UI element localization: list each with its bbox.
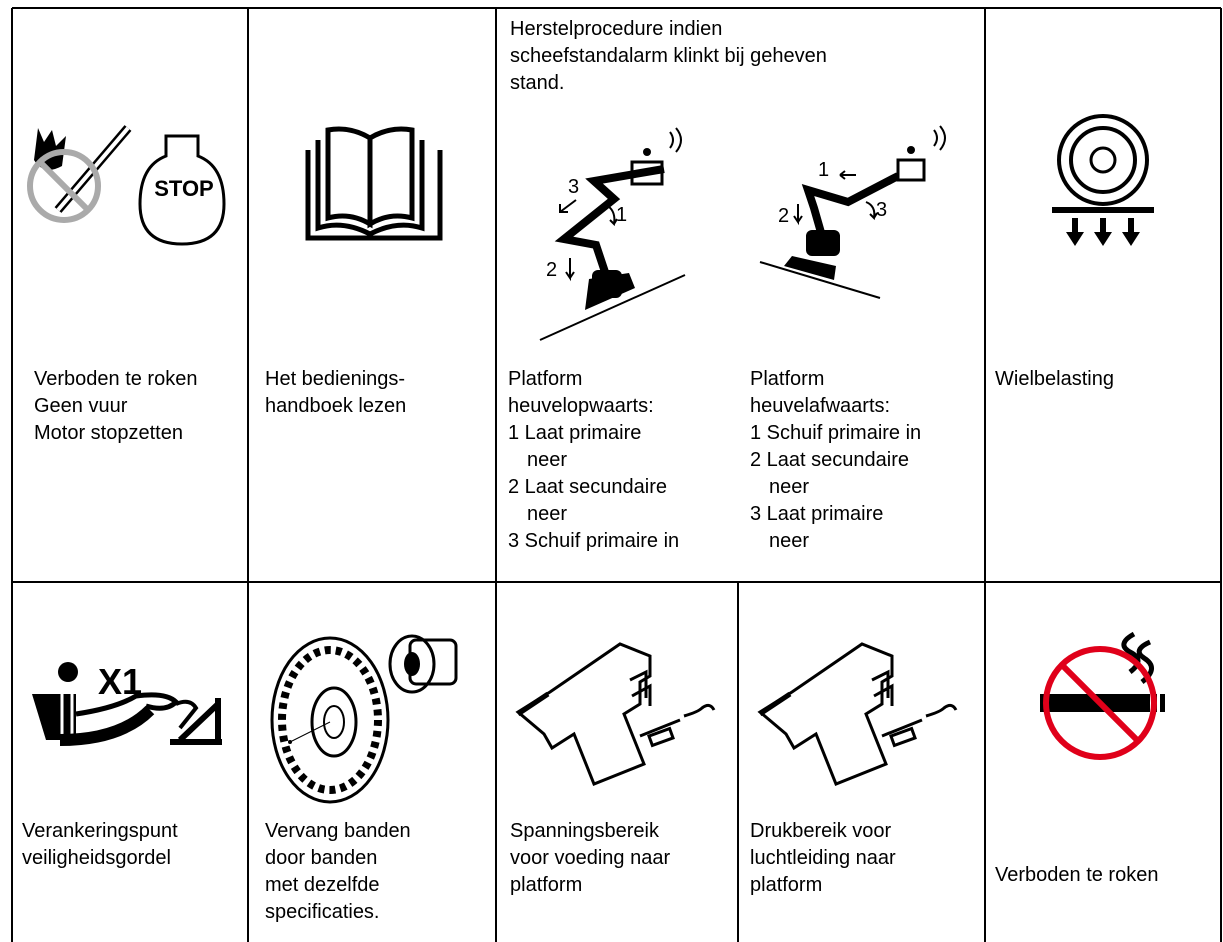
- caption-line: platform: [750, 874, 823, 896]
- lift-uphill-icon: [539, 127, 686, 341]
- svg-text:STOP: STOP: [154, 176, 214, 201]
- header-line: scheefstandalarm klinkt bij geheven: [510, 45, 827, 67]
- caption-line: voor voeding naar: [510, 847, 671, 869]
- step: 1 Laat primaire: [508, 422, 642, 444]
- caption: Verankeringspunt veiligheidsgordel: [22, 818, 178, 872]
- procedure-title: heuvelopwaarts:: [508, 395, 654, 417]
- caption-line: platform: [510, 874, 583, 896]
- caption: Verboden te roken: [995, 862, 1158, 889]
- caption-line: specificaties.: [265, 901, 380, 923]
- lift-downhill-labels: 1 3 2: [778, 159, 887, 227]
- caption-line: Verankeringspunt: [22, 820, 178, 842]
- step: 2 Laat secundaire: [750, 449, 910, 471]
- procedure-title: Platform: [508, 368, 583, 390]
- header-line: stand.: [510, 72, 565, 94]
- step: neer: [527, 503, 568, 525]
- step: 3 Laat primaire: [750, 503, 884, 525]
- figure-label: 2: [778, 205, 789, 227]
- lift-uphill-labels: 3 1 2: [546, 176, 627, 281]
- stop-icon: STOP: [138, 134, 226, 246]
- caption-line: Verboden te roken: [995, 864, 1159, 886]
- figure-label: 3: [568, 176, 579, 198]
- step: 1 Schuif primaire in: [750, 422, 922, 444]
- caption-line: Vervang banden: [265, 820, 411, 842]
- figure-label: 1: [818, 159, 829, 181]
- figure-label: 3: [876, 199, 887, 221]
- procedure-title: Platform: [750, 368, 825, 390]
- procedure-header: Herstelprocedure indien scheefstandalarm…: [510, 16, 827, 97]
- tire-icon: [270, 634, 458, 804]
- table-grid: [11, 7, 1222, 942]
- step: neer: [527, 449, 568, 471]
- caption: Spanningsbereik voor voeding naar platfo…: [510, 818, 670, 899]
- caption-line: Geen vuur: [34, 395, 128, 417]
- no-smoking-icon: [1040, 631, 1165, 760]
- wheel-load-icon: [1052, 114, 1154, 246]
- manual-icon: [305, 126, 443, 241]
- procedure: Platform heuvelafwaarts: 1 Schuif primai…: [750, 366, 921, 555]
- step: neer: [769, 530, 810, 552]
- procedure: Platform heuvelopwaarts: 1 Laat primaire…: [508, 366, 679, 555]
- voltage-tool-icon: [515, 642, 716, 786]
- step: 3 Schuif primaire in: [508, 530, 680, 552]
- caption-line: veiligheidsgordel: [22, 847, 171, 869]
- caption: Verboden te roken Geen vuur Motor stopze…: [34, 366, 197, 447]
- caption-line: met dezelfde: [265, 874, 380, 896]
- air-tool-icon: [757, 642, 958, 786]
- no-fire-icon: [27, 125, 132, 223]
- procedure-title: heuvelafwaarts:: [750, 395, 891, 417]
- figure-label: 1: [616, 204, 627, 226]
- caption-line: Spanningsbereik: [510, 820, 659, 842]
- caption-line: Verboden te roken: [34, 368, 198, 390]
- figure-label: 2: [546, 259, 557, 281]
- caption-line: Drukbereik voor: [750, 820, 892, 842]
- caption: Drukbereik voor luchtleiding naar platfo…: [750, 818, 896, 899]
- caption-line: door banden: [265, 847, 378, 869]
- header-line: Herstelprocedure indien: [510, 18, 723, 40]
- icon-label: X1: [98, 661, 142, 702]
- caption-line: Motor stopzetten: [34, 422, 183, 444]
- harness-icon: X1: [32, 661, 222, 746]
- caption-line: Wielbelasting: [995, 368, 1114, 390]
- caption: Wielbelasting: [995, 366, 1114, 393]
- caption-line: luchtleiding naar: [750, 847, 896, 869]
- caption-line: Het bedienings-: [265, 368, 406, 390]
- caption: Het bedienings- handboek lezen: [265, 366, 406, 420]
- caption: Vervang banden door banden met dezelfde …: [265, 818, 411, 926]
- lift-downhill-icon: [759, 125, 946, 299]
- step: neer: [769, 476, 810, 498]
- step: 2 Laat secundaire: [508, 476, 668, 498]
- caption-line: handboek lezen: [265, 395, 407, 417]
